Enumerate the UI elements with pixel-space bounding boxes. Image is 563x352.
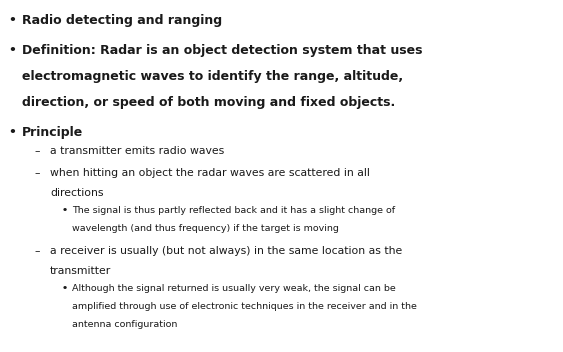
Text: •: • bbox=[8, 14, 16, 27]
Text: The signal is thus partly reflected back and it has a slight change of: The signal is thus partly reflected back… bbox=[72, 206, 395, 215]
Text: Principle: Principle bbox=[22, 126, 83, 139]
Text: amplified through use of electronic techniques in the receiver and in the: amplified through use of electronic tech… bbox=[72, 302, 417, 311]
Text: a receiver is usually (but not always) in the same location as the: a receiver is usually (but not always) i… bbox=[50, 246, 402, 256]
Text: –: – bbox=[34, 168, 39, 178]
Text: –: – bbox=[34, 246, 39, 256]
Text: –: – bbox=[34, 146, 39, 156]
Text: Radio detecting and ranging: Radio detecting and ranging bbox=[22, 14, 222, 27]
Text: wavelength (and thus frequency) if the target is moving: wavelength (and thus frequency) if the t… bbox=[72, 224, 339, 233]
Text: •: • bbox=[62, 284, 68, 293]
Text: direction, or speed of both moving and fixed objects.: direction, or speed of both moving and f… bbox=[22, 96, 395, 109]
Text: •: • bbox=[8, 44, 16, 57]
Text: •: • bbox=[62, 206, 68, 215]
Text: •: • bbox=[8, 126, 16, 139]
Text: when hitting an object the radar waves are scattered in all: when hitting an object the radar waves a… bbox=[50, 168, 370, 178]
Text: Although the signal returned is usually very weak, the signal can be: Although the signal returned is usually … bbox=[72, 284, 396, 293]
Text: antenna configuration: antenna configuration bbox=[72, 320, 177, 329]
Text: Definition: Radar is an object detection system that uses: Definition: Radar is an object detection… bbox=[22, 44, 422, 57]
Text: directions: directions bbox=[50, 188, 104, 198]
Text: transmitter: transmitter bbox=[50, 266, 111, 276]
Text: a transmitter emits radio waves: a transmitter emits radio waves bbox=[50, 146, 224, 156]
Text: electromagnetic waves to identify the range, altitude,: electromagnetic waves to identify the ra… bbox=[22, 70, 403, 83]
